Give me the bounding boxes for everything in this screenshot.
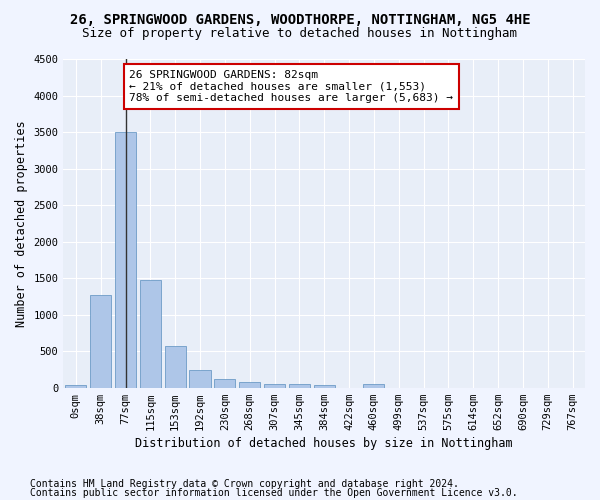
Y-axis label: Number of detached properties: Number of detached properties <box>15 120 28 326</box>
Bar <box>264 384 285 388</box>
Bar <box>364 384 385 388</box>
Text: Contains public sector information licensed under the Open Government Licence v3: Contains public sector information licen… <box>30 488 518 498</box>
Text: Contains HM Land Registry data © Crown copyright and database right 2024.: Contains HM Land Registry data © Crown c… <box>30 479 459 489</box>
Bar <box>314 385 335 388</box>
Bar <box>289 384 310 388</box>
Bar <box>65 385 86 388</box>
Bar <box>239 382 260 388</box>
Text: 26 SPRINGWOOD GARDENS: 82sqm
← 21% of detached houses are smaller (1,553)
78% of: 26 SPRINGWOOD GARDENS: 82sqm ← 21% of de… <box>129 70 453 103</box>
Bar <box>214 380 235 388</box>
Bar <box>140 280 161 388</box>
Bar <box>190 370 211 388</box>
Bar <box>115 132 136 388</box>
Text: Size of property relative to detached houses in Nottingham: Size of property relative to detached ho… <box>83 28 517 40</box>
Text: 26, SPRINGWOOD GARDENS, WOODTHORPE, NOTTINGHAM, NG5 4HE: 26, SPRINGWOOD GARDENS, WOODTHORPE, NOTT… <box>70 12 530 26</box>
Bar <box>164 346 186 388</box>
X-axis label: Distribution of detached houses by size in Nottingham: Distribution of detached houses by size … <box>136 437 513 450</box>
Bar <box>90 295 111 388</box>
